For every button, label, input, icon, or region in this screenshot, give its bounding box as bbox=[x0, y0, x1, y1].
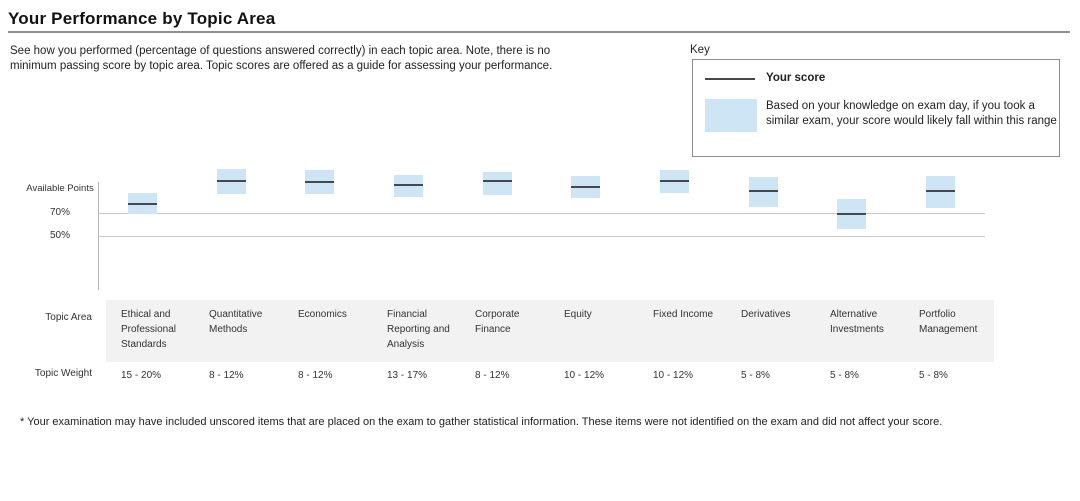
score-band bbox=[749, 177, 778, 207]
score-line bbox=[749, 190, 778, 192]
score-band bbox=[926, 176, 955, 208]
topic-weight: 10 - 12% bbox=[653, 370, 694, 381]
topic-name: Derivatives bbox=[741, 309, 791, 320]
topic-name: Portfolio Management bbox=[919, 309, 978, 335]
gridline-label-50: 50% bbox=[49, 230, 70, 241]
score-band bbox=[483, 172, 512, 195]
legend-key-label: Key bbox=[690, 44, 710, 56]
score-band-description: Based on your knowledge on exam day, if … bbox=[766, 100, 1057, 127]
topic-name: Financial Reporting and Analysis bbox=[387, 309, 450, 350]
row-label-topic-area: Topic Area bbox=[45, 312, 92, 323]
topic-area-row-bg bbox=[106, 300, 994, 362]
topic-name: Fixed Income bbox=[653, 309, 714, 320]
score-line bbox=[926, 190, 955, 192]
topic-weight: 5 - 8% bbox=[919, 370, 948, 381]
topic-weight: 8 - 12% bbox=[475, 370, 510, 381]
topic-weight: 15 - 20% bbox=[121, 370, 162, 381]
y-axis-top-label: Available Points bbox=[26, 183, 94, 194]
topic-name: Ethical and Professional Standards bbox=[121, 309, 177, 350]
your-score-label: Your score bbox=[766, 72, 826, 84]
gridline-70 bbox=[98, 213, 985, 214]
topic-name: Economics bbox=[298, 309, 347, 320]
footnote: * Your examination may have included uns… bbox=[20, 416, 943, 428]
gridline-label-70: 70% bbox=[49, 207, 70, 218]
topic-weight: 13 - 17% bbox=[387, 370, 428, 381]
topic-name: Alternative Investments bbox=[830, 309, 884, 335]
score-line bbox=[483, 180, 512, 182]
score-line bbox=[660, 180, 689, 182]
topic-weight: 8 - 12% bbox=[209, 370, 244, 381]
topic-weight: 10 - 12% bbox=[564, 370, 605, 381]
score-line bbox=[128, 203, 157, 205]
topic-name: Equity bbox=[564, 309, 592, 320]
report-description: See how you performed (percentage of que… bbox=[10, 45, 553, 72]
topic-name: Corporate Finance bbox=[475, 309, 520, 335]
topic-name: Quantitative Methods bbox=[209, 309, 263, 335]
score-line bbox=[394, 184, 423, 186]
score-line bbox=[571, 186, 600, 188]
score-line-swatch bbox=[705, 78, 755, 80]
score-band-swatch bbox=[705, 99, 757, 132]
gridline-50 bbox=[98, 236, 985, 237]
score-band bbox=[394, 175, 423, 197]
topic-weight: 8 - 12% bbox=[298, 370, 333, 381]
topic-weight: 5 - 8% bbox=[830, 370, 859, 381]
title-underline bbox=[8, 31, 1070, 33]
score-line bbox=[305, 181, 334, 183]
score-line bbox=[837, 213, 866, 215]
page-title: Your Performance by Topic Area bbox=[8, 9, 276, 28]
score-line bbox=[217, 180, 246, 182]
row-label-topic-weight: Topic Weight bbox=[34, 368, 92, 379]
topic-weight: 5 - 8% bbox=[741, 370, 770, 381]
